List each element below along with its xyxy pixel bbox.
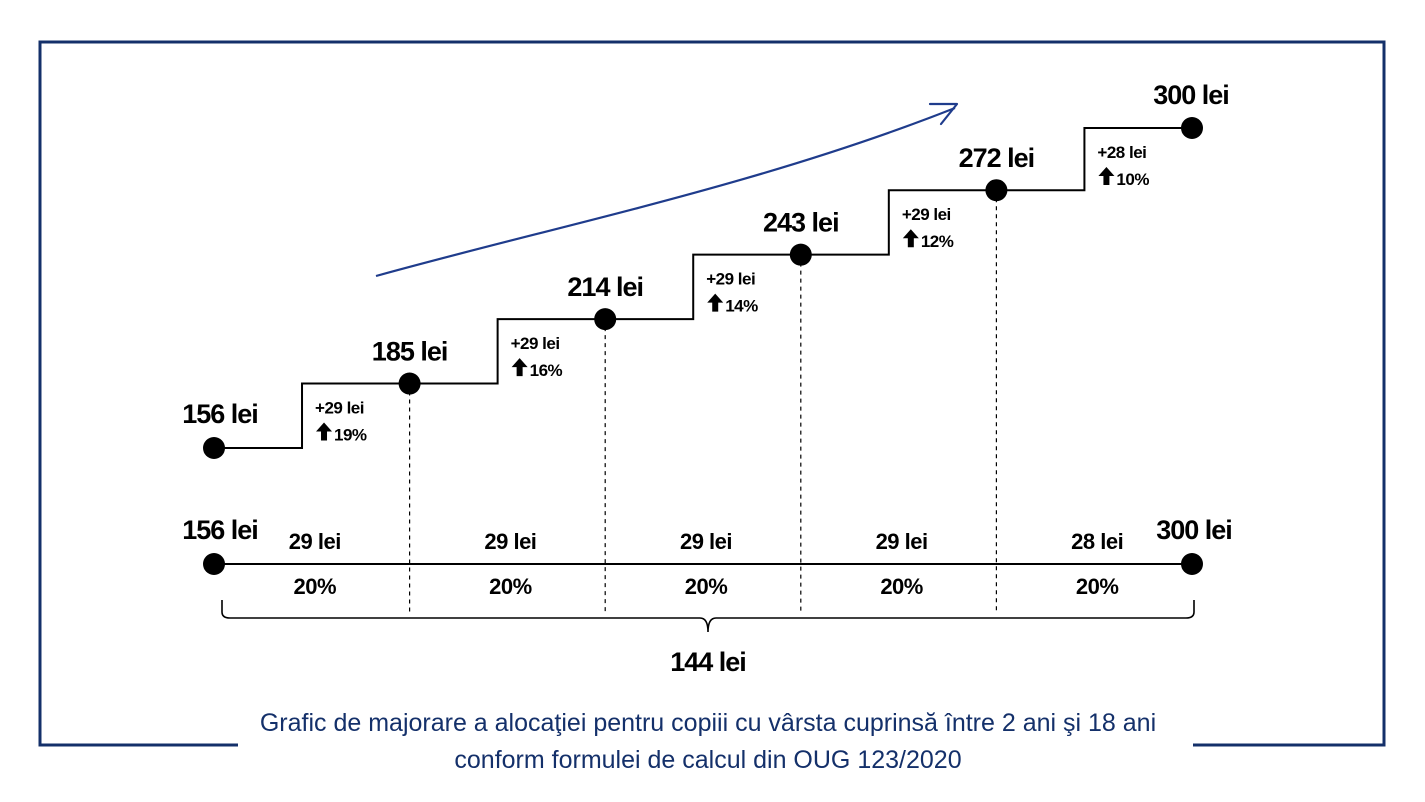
- up-arrow-icon: [1098, 167, 1115, 185]
- segment-share: 20%: [685, 574, 728, 599]
- increment-amount: +29 lei: [315, 399, 364, 418]
- segment-amount: 29 lei: [680, 529, 732, 554]
- chart-frame: [38, 40, 1386, 747]
- increment-amount: +28 lei: [1097, 143, 1146, 162]
- total-brace: [221, 600, 1195, 633]
- caption-line-2: conform formulei de calcul din OUG 123/2…: [454, 746, 961, 774]
- step-point: [985, 179, 1008, 202]
- step-point: [203, 437, 225, 459]
- caption-line-1: Grafic de majorare a alocaţiei pentru co…: [260, 709, 1156, 737]
- up-arrow-icon: [316, 422, 333, 441]
- segment-amount: 29 lei: [484, 529, 536, 554]
- increment-amount: +29 lei: [706, 270, 755, 289]
- segment-share: 20%: [1076, 574, 1119, 599]
- step-value-label: 156 lei: [182, 399, 258, 429]
- segment-share: 20%: [489, 574, 532, 599]
- up-arrow-icon: [902, 229, 919, 248]
- increment-percent: 16%: [530, 361, 563, 380]
- step-point: [398, 372, 421, 395]
- step-points: 156 lei 185 lei 214 lei 243 lei 272 lei 300 l…: [182, 80, 1230, 459]
- trend-arrow-head: [928, 102, 959, 126]
- up-arrow-icon: [707, 293, 724, 312]
- increment-amount: +29 lei: [511, 334, 560, 353]
- increment-percent: 12%: [921, 232, 954, 251]
- timeline-start-label: 156 lei: [182, 515, 258, 545]
- step-point: [594, 308, 617, 331]
- step-line: [214, 127, 1192, 449]
- total-label: 144 lei: [670, 647, 746, 677]
- step-point: [1181, 117, 1203, 139]
- increment-amount: +29 lei: [902, 205, 951, 224]
- segment-amount: 29 lei: [289, 529, 341, 554]
- up-arrow-icon: [511, 358, 528, 377]
- trend-arrow-icon: [375, 102, 959, 278]
- trend-arrow-shaft: [375, 106, 956, 278]
- increment-percent: 10%: [1116, 170, 1149, 189]
- step-point: [789, 243, 812, 266]
- segment-share: 20%: [294, 574, 337, 599]
- step-value-label: 243 lei: [763, 208, 839, 238]
- increment-labels: +29 lei 19% +29 lei 16% +29 lei 14% +29 lei 12%…: [315, 143, 1150, 445]
- increment-percent: 19%: [334, 426, 367, 445]
- step-value-label: 300 lei: [1153, 80, 1229, 110]
- segment-amount: 28 lei: [1071, 529, 1123, 554]
- segment-amount: 29 lei: [876, 529, 928, 554]
- step-value-label: 185 lei: [372, 337, 448, 367]
- increment-percent: 14%: [725, 297, 758, 316]
- timeline-end-point: [1181, 553, 1203, 575]
- timeline-end-label: 300 lei: [1156, 515, 1232, 545]
- chart-dividers: [409, 190, 998, 612]
- step-value-label: 214 lei: [567, 272, 643, 302]
- step-value-label: 272 lei: [959, 143, 1035, 173]
- timeline-segments: 29 lei 20% 29 lei 20% 29 lei 20% 29 lei 20% 28 l…: [289, 529, 1124, 599]
- segment-share: 20%: [880, 574, 923, 599]
- timeline-start-point: [203, 553, 225, 575]
